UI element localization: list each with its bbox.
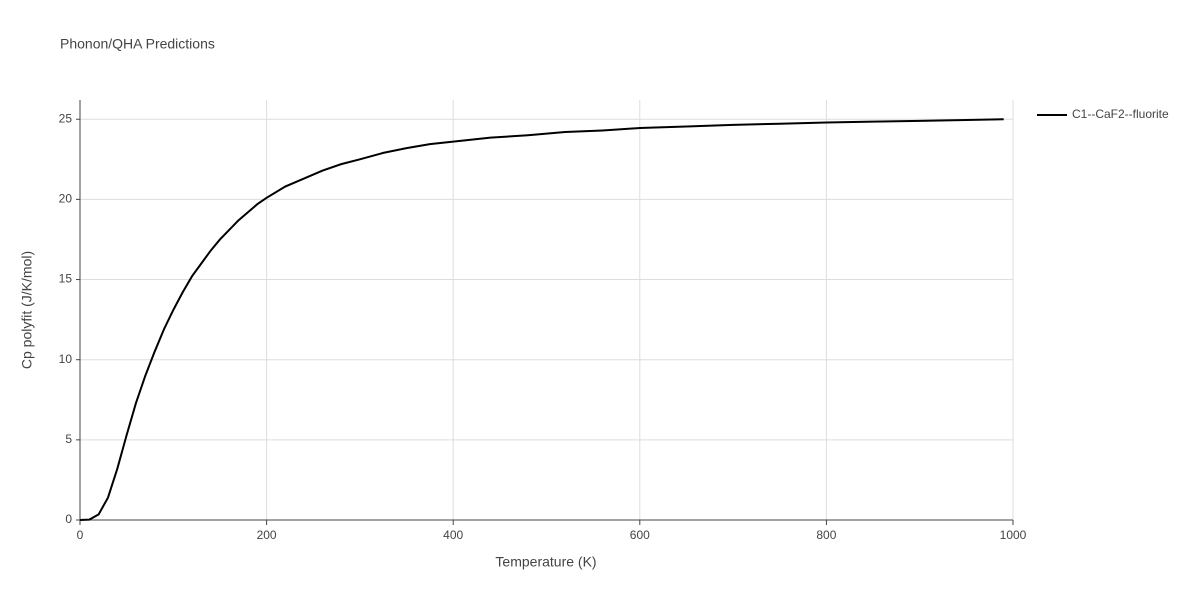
legend-label: C1--CaF2--fluorite	[1072, 107, 1169, 121]
y-tick-label: 5	[65, 432, 72, 446]
x-tick-label: 400	[443, 528, 463, 542]
y-tick-label: 25	[59, 111, 73, 125]
chart-title: Phonon/QHA Predictions	[60, 36, 215, 52]
x-axis-title: Temperature (K)	[495, 554, 596, 570]
x-tick-label: 600	[630, 528, 650, 542]
y-tick-label: 20	[59, 192, 73, 206]
y-tick-label: 0	[65, 512, 72, 526]
y-axis-title: Cp polyfit (J/K/mol)	[19, 251, 35, 369]
x-tick-label: 200	[257, 528, 277, 542]
x-tick-label: 800	[816, 528, 836, 542]
x-tick-label: 0	[77, 528, 84, 542]
line-series	[79, 118, 1004, 521]
y-tick-label: 10	[59, 352, 73, 366]
x-tick-label: 1000	[1000, 528, 1027, 542]
y-tick-label: 15	[59, 272, 73, 286]
